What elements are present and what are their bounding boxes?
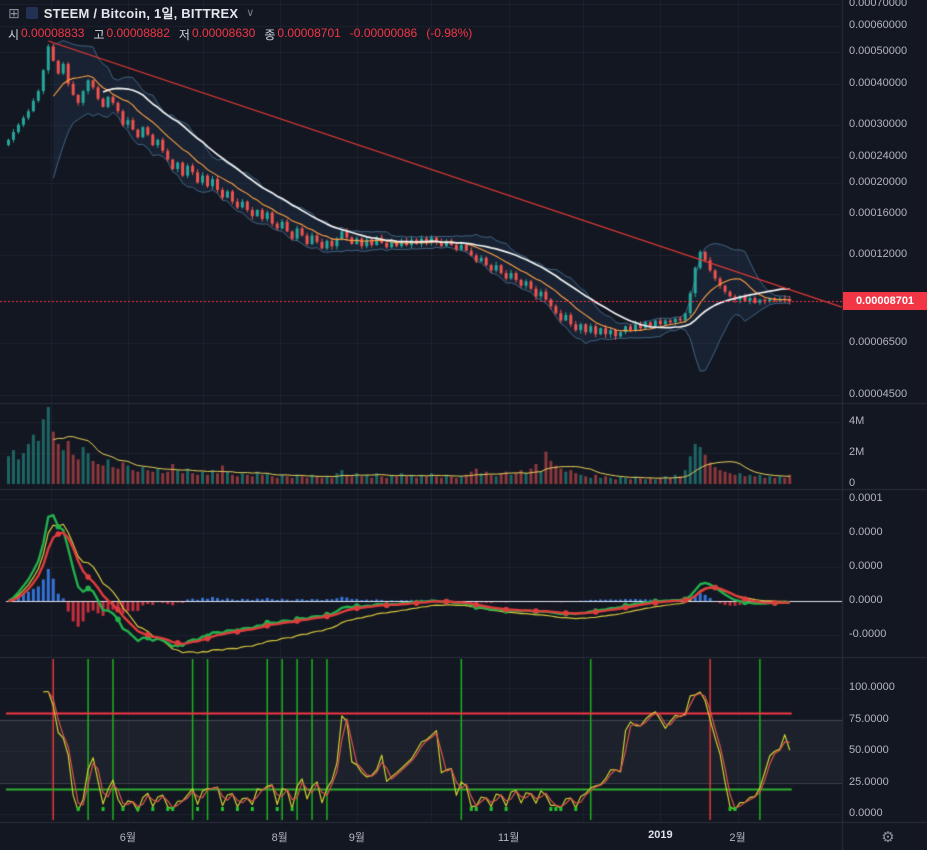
stoch-axis-label: 50.0000	[849, 744, 889, 756]
time-axis-label: 8월	[271, 832, 288, 844]
stoch-axis-label: 75.0000	[849, 712, 889, 725]
low-label: 저	[178, 28, 190, 42]
volume-axis-label: 4M	[849, 415, 865, 428]
price-axis-label: 0.00040000	[849, 76, 908, 89]
ohlc-close: 종 0.00008701	[264, 26, 340, 43]
price-axis[interactable]: 0.00070000 0.00060000 0.00050000 0.00040000…	[843, 0, 927, 822]
price-axis-label: 0.00060000	[849, 18, 908, 31]
volume-axis-label: 0	[849, 477, 856, 489]
price-axis-label: 0.00006500	[849, 335, 908, 348]
grid-icon[interactable]: ⊞	[8, 4, 20, 21]
symbol-row: ⊞ STEEM / Bitcoin, 1일, BITTREX ∨	[8, 3, 472, 22]
open-label: 시	[8, 28, 20, 42]
close-label: 종	[264, 28, 276, 42]
price-axis-label: 0.00030000	[849, 117, 908, 130]
macd-axis-label: 0.0000	[849, 526, 883, 538]
high-label: 고	[93, 28, 105, 42]
symbol-title[interactable]: STEEM / Bitcoin, 1일, BITTREX	[43, 6, 239, 21]
price-axis-label: 0.00070000	[849, 0, 908, 10]
chart-header: ⊞ STEEM / Bitcoin, 1일, BITTREX ∨ 시 0.0000…	[8, 3, 472, 43]
price-axis-label: 0.00020000	[849, 175, 908, 188]
macd-axis-label: 0.0000	[849, 594, 883, 606]
time-axis[interactable]: 6월 8월 9월 11월 2019 2월	[0, 822, 843, 850]
stoch-axis-label: 25.0000	[849, 775, 889, 788]
macd-axis-label: 0.0000	[849, 560, 883, 572]
change-value: -0.00000086	[349, 26, 418, 40]
macd-axis-label: -0.0000	[849, 628, 887, 640]
stoch-axis-label: 100.0000	[849, 681, 895, 693]
time-axis-label: 9월	[348, 832, 365, 844]
change-percent: (-0.98%)	[426, 26, 473, 40]
volume-axis-label: 2M	[849, 446, 865, 459]
time-axis-label: 2019	[648, 829, 673, 841]
last-price-tag: 0.00008701	[843, 292, 927, 311]
macd-axis-label: 0.0001	[849, 492, 883, 504]
chevron-down-icon[interactable]: ∨	[246, 7, 255, 19]
ohlc-low: 저 0.00008630	[179, 26, 255, 43]
price-axis-label: 0.00024000	[849, 149, 908, 162]
price-axis-label: 0.00050000	[849, 44, 908, 57]
ohlc-open: 시 0.00008833	[8, 26, 84, 43]
close-value: 0.00008701	[277, 26, 341, 40]
last-price-value: 0.00008701	[855, 295, 915, 308]
low-value: 0.00008630	[191, 26, 256, 40]
time-axis-label: 2월	[729, 832, 746, 844]
stoch-axis-label: 0.0000	[849, 807, 883, 819]
ohlc-high: 고 0.00008882	[93, 26, 169, 43]
ohlc-row: 시 0.00008833 고 0.00008882 저 0.00008630 종 0.0…	[8, 26, 472, 43]
symbol-logo-icon	[25, 6, 38, 19]
high-value: 0.00008882	[106, 26, 170, 40]
price-axis-label: 0.00012000	[849, 248, 908, 261]
price-axis-label: 0.00016000	[849, 207, 908, 220]
open-value: 0.00008833	[21, 26, 85, 40]
settings-gear-icon[interactable]: ⚙	[876, 826, 900, 848]
price-axis-label: 0.00004500	[849, 388, 908, 401]
time-axis-label: 11월	[497, 832, 520, 844]
time-axis-label: 6월	[119, 832, 137, 844]
